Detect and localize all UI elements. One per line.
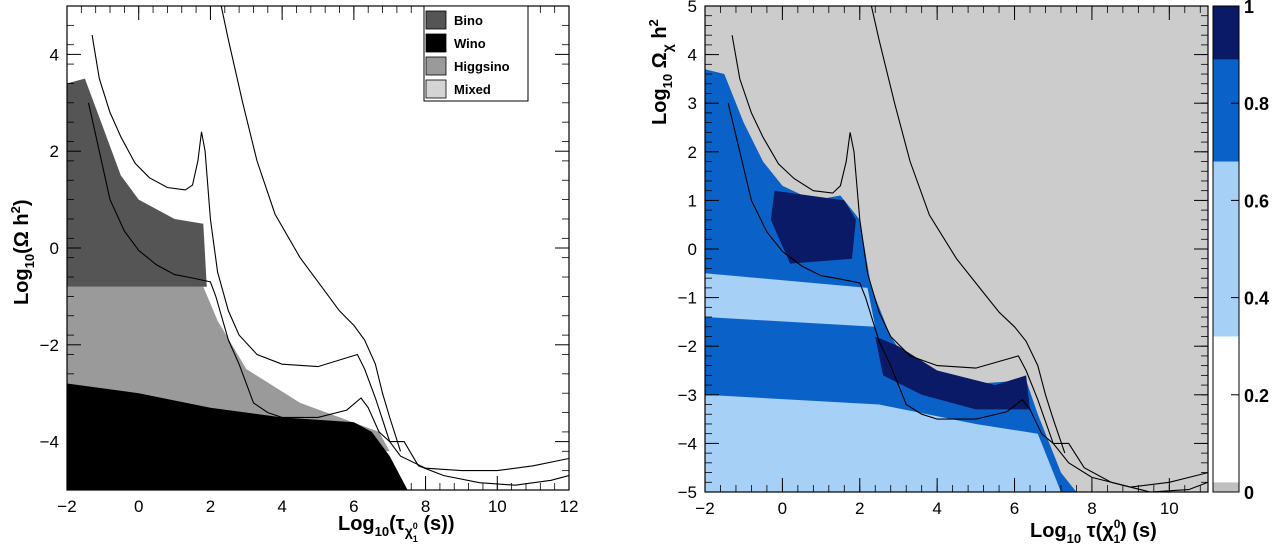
left-x-tick-label: 8 (421, 497, 430, 516)
right-contour-curve-1 (727, 103, 1208, 492)
right-x-tick-label: 4 (932, 499, 941, 518)
right-region-4 (705, 394, 1061, 492)
legend-label-higgsino: Higgsino (454, 59, 510, 74)
legend-label-wino: Wino (454, 36, 486, 51)
left-y-axis-label: Log10(Ω h2) (8, 200, 37, 306)
right-y-tick-label: 3 (688, 94, 697, 113)
left-chart: −2 0 2 4 6 8 10 12 −4 −2 0 2 4 Bino Wino Higgsino Mi… (8, 5, 579, 544)
left-contour-curve-1 (87, 102, 569, 486)
left-x-tick-label: 4 (277, 497, 286, 516)
colorbar-bin-0 (1213, 482, 1239, 492)
right-y-tick-label: 1 (688, 191, 697, 210)
legend-swatch-mixed (425, 79, 447, 99)
left-contour-curve-0 (91, 34, 569, 472)
right-y-axis-label: Log10 Ωχ h2 (646, 19, 675, 125)
right-y-tick-label: 4 (688, 46, 697, 65)
legend-swatch-wino (425, 33, 447, 53)
right-contour-curve-2 (870, 6, 1066, 454)
colorbar-bin-2 (1213, 161, 1239, 337)
left-x-tick-label: 6 (349, 497, 358, 516)
left-y-tick-label: 2 (50, 142, 59, 161)
right-y-tick-label: 5 (688, 0, 697, 16)
left-legend: Bino Wino Higgsino Mixed (423, 5, 529, 102)
colorbar-tick-label: 1 (1244, 0, 1254, 17)
legend-swatch-bino (425, 10, 447, 30)
legend-label-bino: Bino (454, 13, 483, 28)
right-region-1 (770, 190, 856, 264)
colorbar-frame (1212, 5, 1240, 493)
colorbar: 0 0.2 0.4 0.6 0.8 1 (1212, 0, 1269, 503)
left-x-tick-label: −2 (57, 497, 76, 516)
left-x-tick-label: 2 (206, 497, 215, 516)
right-region-3 (705, 273, 876, 327)
left-x-tick-label: 12 (560, 497, 579, 516)
colorbar-bin-1 (1213, 336, 1239, 483)
right-x-tick-label: 6 (1010, 499, 1019, 518)
colorbar-tick-label: 0.8 (1244, 94, 1269, 114)
right-y-tick-label: −1 (678, 289, 697, 308)
right-y-tick-label: −2 (678, 337, 697, 356)
right-chart: −2 0 2 4 6 8 10 −5 −4 −3 −2 −1 0 1 2 3 4 5 0 0.2 0.4 0.6 0.8 1… (646, 0, 1269, 546)
left-x-tick-label: 0 (134, 497, 143, 516)
left-region-2 (67, 383, 408, 490)
right-contour-curve-0 (731, 35, 1208, 488)
colorbar-tick-label: 0 (1244, 483, 1254, 503)
right-y-tick-label: −3 (678, 386, 697, 405)
right-y-tick-label: −4 (678, 434, 697, 453)
colorbar-bin-4 (1213, 6, 1239, 60)
left-plot-frame (66, 5, 570, 491)
left-contour-curve-2 (220, 6, 402, 452)
left-x-tick-label: 10 (488, 497, 507, 516)
left-x-axis-label: Log10(τχ0 1 (s)) (338, 513, 454, 544)
right-x-tick-label: 2 (855, 499, 864, 518)
right-x-tick-label: 8 (1087, 499, 1096, 518)
right-y-tick-label: −5 (678, 483, 697, 502)
legend-label-mixed: Mixed (454, 82, 491, 97)
colorbar-tick-label: 0.6 (1244, 191, 1269, 211)
left-region-0 (67, 286, 390, 452)
left-y-tick-label: −2 (40, 336, 59, 355)
colorbar-bin-3 (1213, 59, 1239, 162)
left-region-1 (67, 78, 207, 287)
left-y-tick-label: 4 (50, 45, 59, 64)
colorbar-tick-label: 0.2 (1244, 386, 1269, 406)
left-y-tick-label: −4 (40, 433, 59, 452)
right-y-tick-label: 0 (688, 240, 697, 259)
legend-swatch-higgsino (425, 56, 447, 76)
right-region-2 (875, 336, 1030, 410)
right-y-tick-label: 2 (688, 143, 697, 162)
right-x-tick-label: 10 (1160, 499, 1179, 518)
right-plot-frame (704, 5, 1209, 493)
left-y-tick-label: 0 (50, 239, 59, 258)
right-x-axis-label: Log10 τ(χ0 1) (s) (1030, 517, 1157, 546)
colorbar-tick-label: 0.4 (1244, 289, 1269, 309)
right-x-tick-label: 0 (778, 499, 787, 518)
right-x-tick-label: −2 (695, 499, 714, 518)
